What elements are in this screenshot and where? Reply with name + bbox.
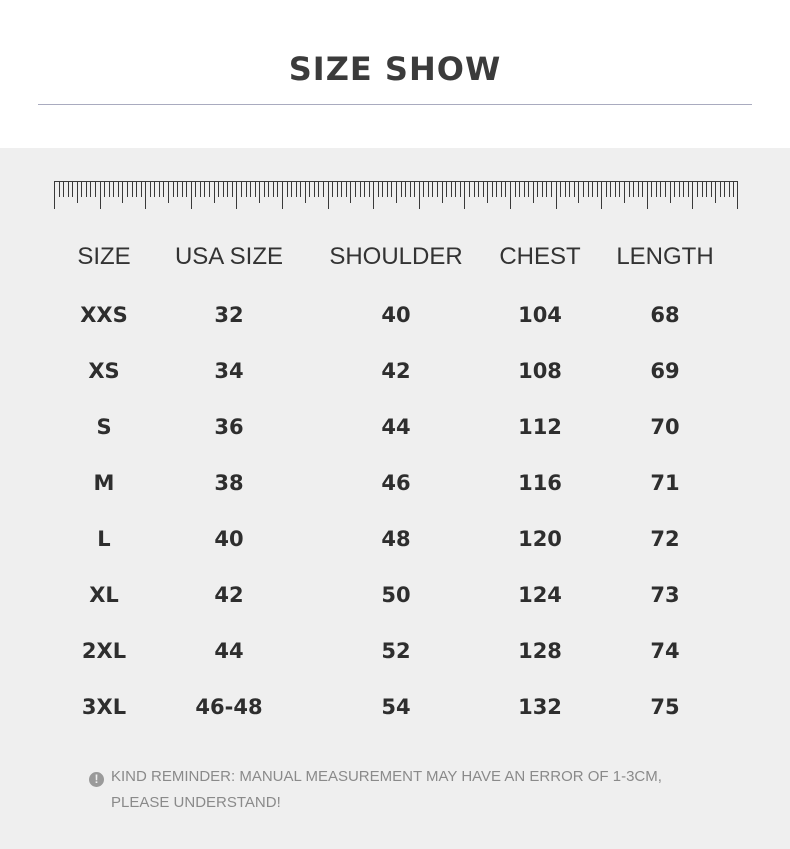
- size-cell: 2XL: [81, 639, 127, 663]
- table-row: XL 42 50 124 73: [0, 583, 790, 613]
- chest-cell: 112: [518, 415, 562, 439]
- reminder-line-1: KIND REMINDER: MANUAL MEASUREMENT MAY HA…: [111, 768, 662, 785]
- chest-cell: 124: [518, 583, 562, 607]
- length-cell: 72: [650, 527, 680, 551]
- header-length: LENGTH: [616, 243, 714, 270]
- size-table-header: SIZE USA SIZE SHOULDER CHEST LENGTH: [0, 243, 790, 273]
- shoulder-cell: 52: [381, 639, 411, 663]
- usa-size-cell: 46-48: [195, 695, 263, 719]
- chest-cell: 128: [518, 639, 562, 663]
- size-cell: L: [97, 527, 111, 551]
- header-shoulder: SHOULDER: [329, 243, 463, 270]
- table-row: XXS 32 40 104 68: [0, 303, 790, 333]
- header-usa-size: USA SIZE: [174, 243, 284, 270]
- usa-size-cell: 34: [214, 359, 244, 383]
- chest-cell: 104: [518, 303, 562, 327]
- shoulder-cell: 42: [381, 359, 411, 383]
- chest-cell: 116: [518, 471, 562, 495]
- page-title: SIZE SHOW: [288, 50, 502, 88]
- usa-size-cell: 38: [214, 471, 244, 495]
- kind-reminder: ! KIND REMINDER: MANUAL MEASUREMENT MAY H…: [89, 764, 729, 816]
- header-chest: CHEST: [499, 243, 581, 270]
- info-icon: !: [89, 772, 104, 787]
- table-row: L 40 48 120 72: [0, 527, 790, 557]
- usa-size-cell: 42: [214, 583, 244, 607]
- shoulder-cell: 54: [381, 695, 411, 719]
- size-cell: XL: [89, 583, 119, 607]
- size-cell: XS: [88, 359, 120, 383]
- length-cell: 71: [650, 471, 680, 495]
- length-cell: 75: [650, 695, 680, 719]
- length-cell: 73: [650, 583, 680, 607]
- usa-size-cell: 36: [214, 415, 244, 439]
- chest-cell: 108: [518, 359, 562, 383]
- length-cell: 68: [650, 303, 680, 327]
- usa-size-cell: 44: [214, 639, 244, 663]
- header-size: SIZE: [77, 243, 131, 270]
- shoulder-cell: 48: [381, 527, 411, 551]
- table-row: XS 34 42 108 69: [0, 359, 790, 389]
- ruler-graphic: [54, 181, 738, 211]
- size-cell: 3XL: [81, 695, 127, 719]
- chest-cell: 120: [518, 527, 562, 551]
- shoulder-cell: 50: [381, 583, 411, 607]
- size-cell: M: [93, 471, 115, 495]
- shoulder-cell: 40: [381, 303, 411, 327]
- title-divider: [38, 104, 752, 105]
- shoulder-cell: 46: [381, 471, 411, 495]
- length-cell: 69: [650, 359, 680, 383]
- shoulder-cell: 44: [381, 415, 411, 439]
- length-cell: 70: [650, 415, 680, 439]
- reminder-line-2: PLEASE UNDERSTAND!: [111, 794, 281, 811]
- size-chart-panel: SIZE USA SIZE SHOULDER CHEST LENGTH XXS …: [0, 148, 790, 849]
- table-row: S 36 44 112 70: [0, 415, 790, 445]
- size-cell: S: [96, 415, 112, 439]
- size-cell: XXS: [80, 303, 128, 327]
- table-row: M 38 46 116 71: [0, 471, 790, 501]
- length-cell: 74: [650, 639, 680, 663]
- usa-size-cell: 32: [214, 303, 244, 327]
- usa-size-cell: 40: [214, 527, 244, 551]
- table-row: 3XL 46-48 54 132 75: [0, 695, 790, 725]
- table-row: 2XL 44 52 128 74: [0, 639, 790, 669]
- chest-cell: 132: [518, 695, 562, 719]
